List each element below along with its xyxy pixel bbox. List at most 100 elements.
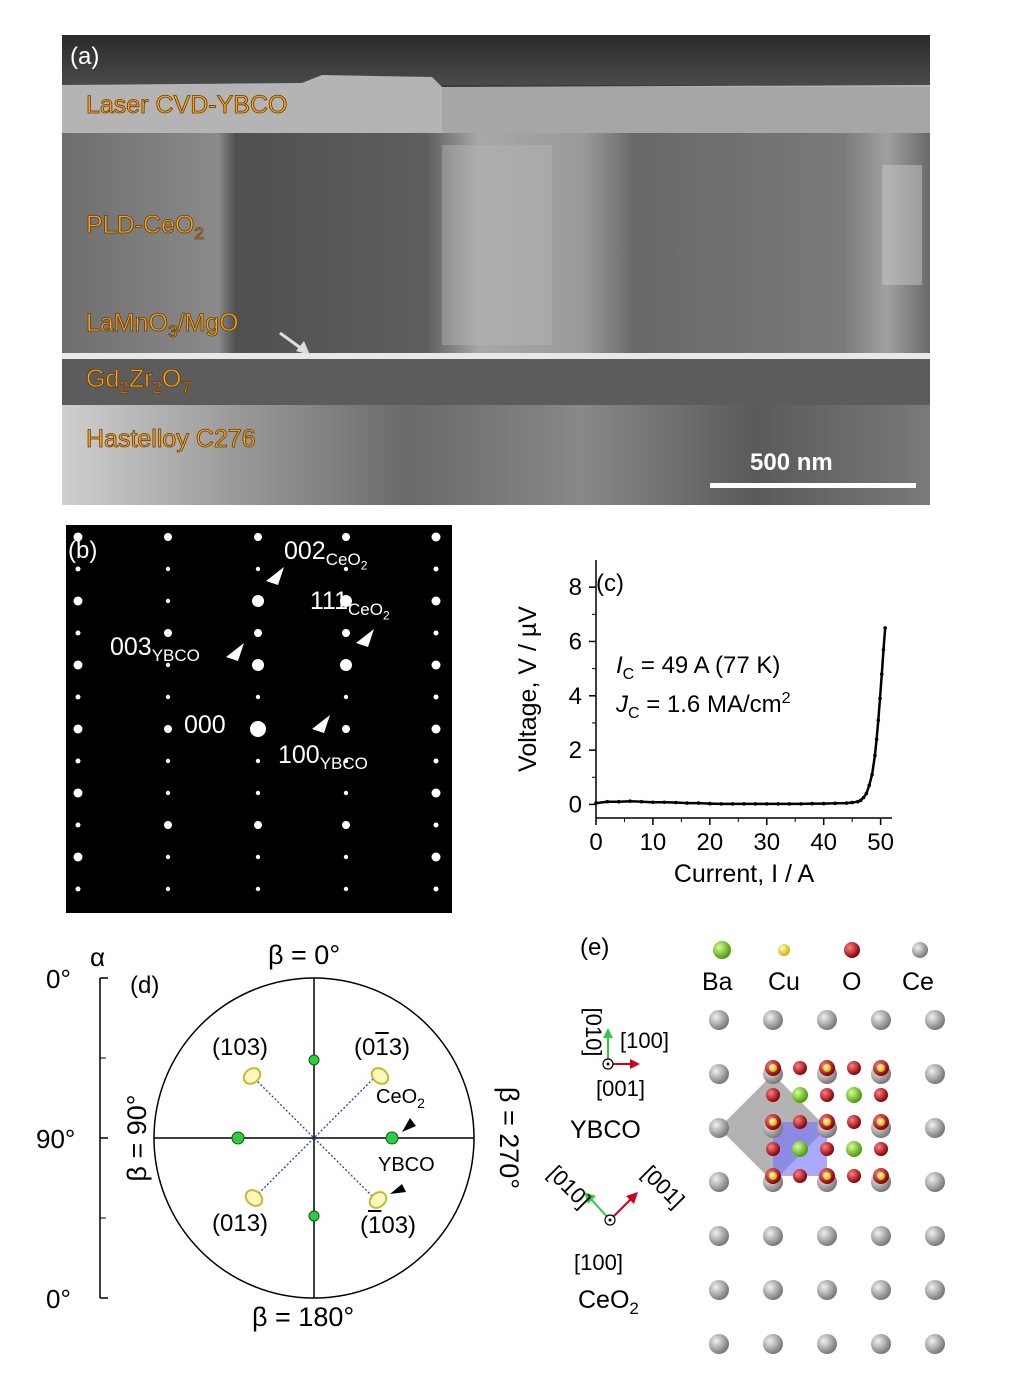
jc-annotation: JC = 1.6 MA/cm2: [616, 690, 791, 722]
cu-atom: [769, 1118, 777, 1126]
diffraction-spot: [75, 886, 81, 892]
ceo2-pole: [385, 1131, 399, 1145]
layer-label-ybco: Laser CVD-YBCO: [86, 91, 288, 120]
diffraction-spot: [431, 596, 441, 606]
iv-point: [878, 696, 882, 701]
iv-point: [776, 802, 780, 806]
ce-atom: [925, 1064, 945, 1084]
cu-atom: [877, 1172, 885, 1180]
iv-point: [628, 799, 632, 803]
diffraction-spot: [254, 821, 262, 829]
diffraction-spot: [342, 533, 350, 541]
ba-atom: [792, 1087, 808, 1103]
scale-bar-label: 500 nm: [750, 449, 833, 476]
ce-atom: [817, 1280, 837, 1300]
iv-point: [821, 801, 826, 806]
o-atom: [874, 1142, 888, 1156]
ce-atom: [709, 1226, 729, 1246]
iv-point: [696, 801, 701, 805]
iv-point: [742, 802, 746, 806]
ybco-pole: [244, 1189, 264, 1207]
iv-point: [730, 802, 735, 806]
iv-point: [864, 791, 869, 796]
diffraction-spot: [433, 694, 439, 700]
diffraction-spot: [250, 721, 266, 737]
diffraction-spot: [343, 854, 349, 860]
diffraction-spot: [340, 595, 352, 607]
cu-atom: [823, 1118, 831, 1126]
diffraction-spot: [255, 854, 261, 860]
cu-legend-atom: [778, 944, 790, 956]
diffraction-spot: [73, 724, 83, 734]
ce-atom: [763, 1334, 783, 1354]
iv-point: [673, 800, 678, 805]
iv-point: [858, 798, 863, 803]
o-atom: [766, 1088, 780, 1102]
diffraction-spot: [164, 725, 172, 733]
scale-bar: [710, 483, 916, 488]
diffraction-spot: [340, 659, 352, 671]
diffraction-spot: [165, 662, 171, 668]
panel-label: (c): [596, 570, 624, 597]
diffraction-spot: [75, 758, 81, 764]
iv-point: [876, 718, 881, 723]
ce-atom: [925, 1010, 945, 1030]
beta-0-label: β = 0°: [268, 940, 341, 970]
ceo2-pole-label: CeO2: [376, 1086, 425, 1111]
ce-atom: [925, 1172, 945, 1192]
iv-point: [799, 802, 803, 806]
alpha-tick-top: 0°: [46, 964, 71, 994]
diffraction-spot: [342, 821, 350, 829]
iv-point: [873, 753, 877, 758]
panel-c-iv-curve: 0 10 20 30 40 50 0 2 4 6 8 Current, I / A Voltage, V…: [500, 540, 920, 900]
arrowhead-icon: [356, 629, 374, 647]
diffraction-spot: [343, 790, 349, 796]
diffraction-spot: [342, 725, 350, 733]
diffraction-spot: [165, 886, 171, 892]
y-axis-label: Voltage, V / µV: [514, 606, 542, 772]
layer-label-gzo: Gd2Zr2O7: [86, 365, 192, 398]
diffraction-spot: [431, 852, 441, 862]
legend-o: O: [842, 968, 862, 996]
iv-point: [881, 647, 886, 652]
iv-point: [639, 799, 644, 804]
ce-atom: [817, 1010, 837, 1030]
beta-180-label: β = 180°: [252, 1302, 355, 1332]
arrowhead-icon: [266, 567, 284, 585]
spot-label-002: 002CeO2: [284, 537, 368, 573]
pole-label-0-1bar-3: (013): [354, 1034, 411, 1061]
cu-atom: [769, 1172, 777, 1180]
legend-ba: Ba: [702, 968, 733, 996]
ceo2-pole: [231, 1131, 245, 1145]
ybco-pole: [368, 1191, 388, 1209]
panel-d-pole-figure: β = 90° β = 270° α 0° 90° 0° (d) β = 0° …: [30, 930, 550, 1370]
cu-atom: [877, 1118, 885, 1126]
tem-cross-section: [62, 35, 930, 505]
arrowhead-icon: [390, 1184, 406, 1194]
lattice-model: [010] [010] [001]: [543, 941, 945, 1354]
ce-atom: [925, 1280, 945, 1300]
diffraction-spot: [254, 629, 262, 637]
diffraction-spot: [431, 532, 441, 542]
o-legend-atom: [844, 942, 860, 958]
panel-a-tem-image: (a) Laser CVD-YBCO PLD-CeO2 LaMnO3/MgO G…: [62, 35, 930, 505]
diffraction-spot: [255, 566, 261, 572]
iv-point: [787, 802, 792, 806]
ce-atom: [817, 1334, 837, 1354]
ce-atom: [763, 1280, 783, 1300]
diffraction-spot: [431, 724, 441, 734]
diffraction-spot: [433, 630, 439, 636]
iv-point: [844, 801, 849, 805]
panel-b-diffraction: (b) 002CeO2 111CeO2 003YBCO 000 100YBCO: [66, 525, 452, 913]
ba-legend-atom: [713, 941, 731, 959]
arrowhead-icon: [226, 643, 244, 661]
diffraction-spot: [433, 566, 439, 572]
diffraction-spot: [254, 533, 262, 541]
cu-atom: [769, 1064, 777, 1072]
iv-point: [861, 795, 866, 800]
o-atom: [793, 1061, 807, 1075]
diffraction-spot: [73, 660, 83, 670]
diffraction-spot: [343, 886, 349, 892]
diffraction-spot: [252, 595, 264, 607]
ce-atom: [925, 1334, 945, 1354]
